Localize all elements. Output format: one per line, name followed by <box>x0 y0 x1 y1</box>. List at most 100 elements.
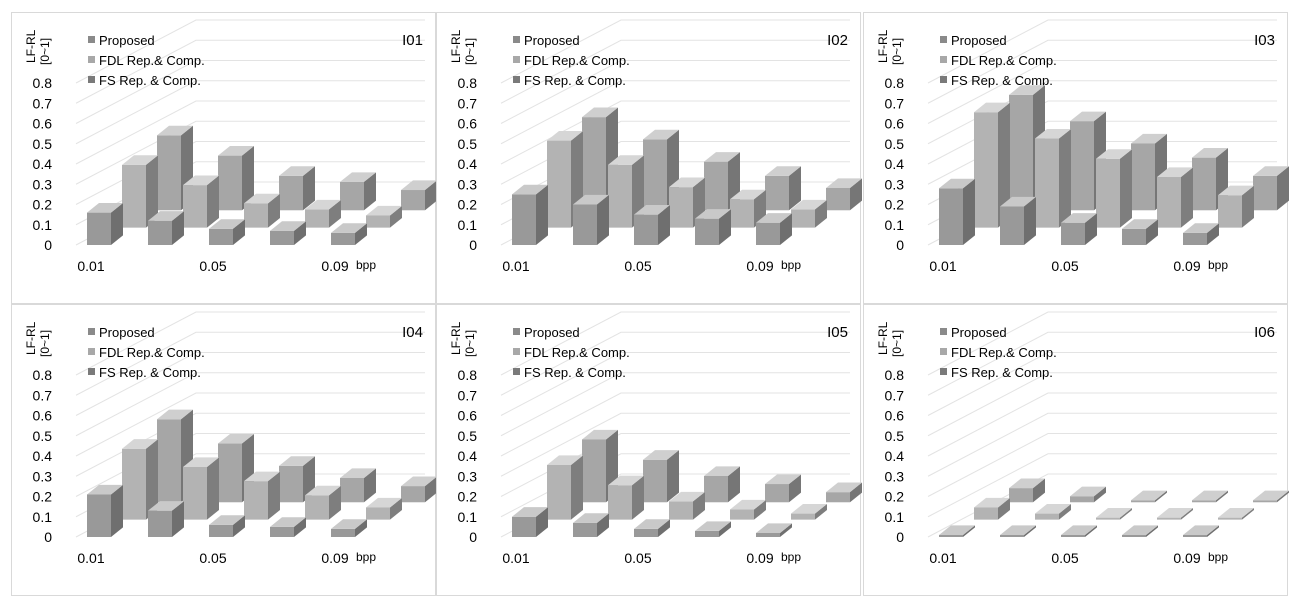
y-tick-label: 0.8 <box>33 75 53 91</box>
y-tick-label: 0.8 <box>885 367 905 383</box>
gridline <box>500 331 850 396</box>
legend-marker <box>513 348 520 355</box>
y-tick-label: 0.1 <box>885 509 905 525</box>
gridline <box>500 19 850 84</box>
legend-marker <box>88 36 95 43</box>
bar <box>547 455 583 520</box>
legend-marker <box>88 56 95 63</box>
bar <box>573 194 609 245</box>
y-axis-label-range: [0~1] <box>463 330 477 357</box>
x-tick-label: 0.01 <box>929 258 956 274</box>
legend-marker <box>88 348 95 355</box>
bar <box>340 172 376 211</box>
legend-entry: FDL Rep.& Comp. <box>524 345 630 360</box>
y-axis-label-range: [0~1] <box>38 330 52 357</box>
y-axis-label: LF-RL <box>449 29 463 63</box>
gridline <box>75 331 425 396</box>
x-tick-label: 0.09 <box>746 258 773 274</box>
bar <box>765 166 801 211</box>
bar <box>1253 490 1289 503</box>
legend-entry: Proposed <box>951 33 1007 48</box>
gridline <box>500 433 850 497</box>
bar <box>974 497 1010 520</box>
legend-entry: FS Rep. & Comp. <box>951 73 1053 88</box>
legend-entry: FDL Rep.& Comp. <box>951 345 1057 360</box>
legend-marker <box>88 328 95 335</box>
gridline <box>75 80 425 145</box>
x-unit-label: bpp <box>781 550 801 564</box>
y-tick-label: 0.5 <box>885 428 905 444</box>
y-tick-label: 0.8 <box>33 367 53 383</box>
gridline <box>500 100 850 165</box>
chart-panel-6: 0 0.1 0.2 0.3 0.4 0.5 0.6 0.7 0.8 LF-RL [0~1] Propo… <box>863 304 1289 596</box>
y-tick-label: 0.5 <box>33 428 53 444</box>
bar <box>270 221 306 245</box>
y-tick-label: 0.7 <box>458 387 478 403</box>
gridline <box>927 311 1277 376</box>
y-axis-label-range: [0~1] <box>890 38 904 65</box>
chart-title: I01 <box>402 32 423 49</box>
legend-marker <box>940 56 947 63</box>
bar <box>826 482 862 503</box>
gridline <box>500 412 850 477</box>
bar <box>695 521 731 537</box>
bar <box>974 102 1010 228</box>
gridline <box>927 60 1277 124</box>
y-tick-label: 0.7 <box>33 387 53 403</box>
y-axis-label: LF-RL <box>24 321 38 355</box>
bar <box>1096 508 1132 520</box>
y-axis-label: LF-RL <box>24 29 38 63</box>
gridline <box>927 100 1277 165</box>
legend-entry: Proposed <box>99 325 155 340</box>
y-tick-label: 0.8 <box>458 367 478 383</box>
bar <box>1061 213 1097 245</box>
legend-entry: Proposed <box>99 33 155 48</box>
chart-panel-4: 0 0.1 0.2 0.3 0.4 0.5 0.6 0.7 0.8 LF-RL [0~1] Propo… <box>11 304 437 596</box>
y-tick-label: 0.4 <box>885 156 905 172</box>
gridline <box>500 80 850 145</box>
y-tick-label: 0 <box>469 529 477 545</box>
chart-panel-5: 0 0.1 0.2 0.3 0.4 0.5 0.6 0.7 0.8 LF-RL [0~1] Propo… <box>436 304 862 596</box>
y-tick-label: 0.2 <box>458 489 478 505</box>
y-tick-label: 0.7 <box>33 95 53 111</box>
x-unit-label: bpp <box>1208 258 1228 272</box>
bar <box>1157 167 1193 228</box>
bar <box>183 457 219 520</box>
bar-chart-3d: 0 0.1 0.2 0.3 0.4 0.5 0.6 0.7 0.8 LF-RL [0~1] Propo… <box>876 311 1289 566</box>
bar <box>573 513 609 537</box>
bar <box>305 485 341 520</box>
y-axis-label-range: [0~1] <box>463 38 477 65</box>
legend-marker <box>940 348 947 355</box>
bar <box>218 146 254 211</box>
bar <box>305 199 341 228</box>
y-tick-label: 0.6 <box>885 408 905 424</box>
bar <box>366 205 402 228</box>
y-tick-label: 0.1 <box>33 217 53 233</box>
gridline <box>75 352 425 416</box>
y-axis-label: LF-RL <box>449 321 463 355</box>
y-tick-label: 0.6 <box>458 408 478 424</box>
bar <box>512 507 548 537</box>
gridline <box>927 412 1277 477</box>
bar <box>148 211 184 245</box>
gridline <box>500 453 850 518</box>
bar <box>1218 508 1254 520</box>
bar <box>634 519 670 537</box>
bar <box>87 203 123 245</box>
bar <box>765 474 801 503</box>
y-tick-label: 0 <box>44 237 52 253</box>
bar <box>582 107 618 211</box>
y-tick-label: 0.1 <box>885 217 905 233</box>
bar <box>608 475 644 520</box>
y-tick-label: 0.6 <box>33 408 53 424</box>
bar <box>1009 478 1045 503</box>
chart-title: I05 <box>827 324 848 341</box>
gridline <box>75 311 425 376</box>
y-tick-label: 0.5 <box>458 428 478 444</box>
x-unit-label: bpp <box>781 258 801 272</box>
bar-chart-3d: 0 0.1 0.2 0.3 0.4 0.5 0.6 0.7 0.8 LF-RL [0~1] Propo… <box>24 311 437 566</box>
x-unit-label: bpp <box>1208 550 1228 564</box>
legend-marker <box>940 328 947 335</box>
bar <box>331 223 367 245</box>
bar <box>401 476 437 503</box>
